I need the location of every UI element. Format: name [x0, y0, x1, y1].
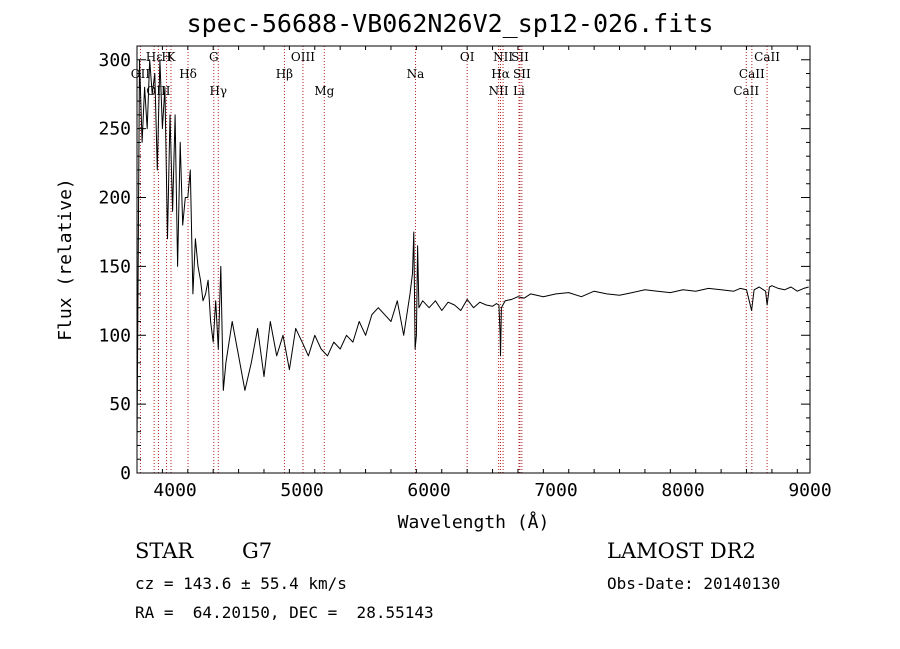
line-marker-label-20: CaII: [739, 67, 765, 81]
redshift-text: cz = 143.6 ± 55.4 km/s: [135, 574, 347, 593]
line-marker-label-3: H: [161, 50, 171, 64]
x-tick-label: 7000: [534, 480, 577, 501]
x-axis: 4000 5000 6000 7000 8000 9000: [153, 46, 832, 501]
line-marker-label-6: G: [209, 50, 219, 64]
y-axis-label: Flux (relative): [55, 178, 76, 341]
line-marker-label-19: CaII: [733, 84, 759, 98]
obs-date: Obs-Date: 20140130: [607, 574, 781, 593]
line-marker-label-17: SII: [513, 67, 531, 81]
line-marker-label-9: OIII: [291, 50, 315, 64]
line-marker-label-8: Hβ: [276, 67, 293, 81]
line-marker-label-13: NII: [489, 84, 509, 98]
spectrum-series: [136, 59, 809, 446]
line-marker-label-7: Hγ: [209, 84, 227, 98]
y-tick-label: 200: [98, 188, 131, 209]
line-marker-label-14: Hα: [491, 67, 510, 81]
line-marker-label-4: K: [167, 50, 177, 64]
line-marker-label-5: Hδ: [179, 67, 197, 81]
x-tick-label: 4000: [153, 480, 196, 501]
y-tick-label: 150: [98, 256, 131, 277]
plot-frame: [136, 45, 811, 474]
object-class: STAR: [135, 539, 194, 563]
x-axis-label: Wavelength (Å): [398, 511, 550, 533]
chart-title: spec-56688-VB062N26V2_sp12-026.fits: [186, 9, 714, 38]
subclass: G7: [242, 539, 273, 563]
spectrum-line: [136, 59, 809, 446]
y-tick-label: 50: [109, 394, 131, 415]
line-marker-label-18: Li: [513, 84, 525, 98]
line-marker-label-10: Mg: [314, 84, 334, 98]
y-axis: 0 50 100 150 200 250 300: [98, 45, 810, 484]
line-marker-label-15: NII: [493, 50, 513, 64]
coordinates: RA = 64.20150, DEC = 28.55143: [135, 603, 434, 622]
line-marker-label-16: SII: [511, 50, 529, 64]
survey-name: LAMOST DR2: [607, 539, 756, 563]
y-tick-label: 100: [98, 325, 131, 346]
x-tick-label: 8000: [661, 480, 704, 501]
line-markers: [139, 46, 768, 473]
x-tick-label: 9000: [788, 480, 831, 501]
line-marker-label-11: Na: [407, 67, 425, 81]
y-tick-label: 250: [98, 119, 131, 140]
line-marker-labels: HεOIIOIIIHKHδGHγHβOIIIMgNaOINIIHαNIISIIS…: [131, 50, 780, 98]
y-tick-label: 300: [98, 50, 131, 71]
x-tick-label: 6000: [407, 480, 450, 501]
y-tick-label: 0: [120, 463, 131, 484]
line-marker-label-12: OI: [460, 50, 475, 64]
line-marker-label-21: CaII: [754, 50, 780, 64]
x-tick-label: 5000: [280, 480, 323, 501]
